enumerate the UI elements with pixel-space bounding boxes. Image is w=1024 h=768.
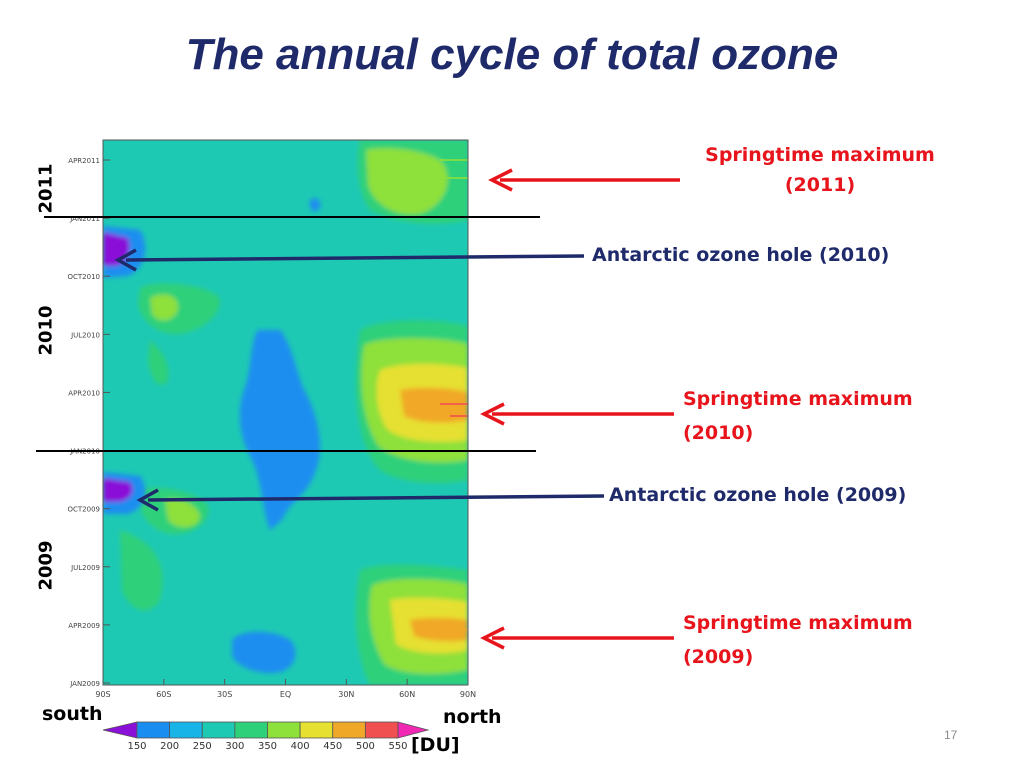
year-label-2009: 2009 xyxy=(35,540,57,591)
colorbar-segment xyxy=(364,721,399,739)
colorbar-segment xyxy=(267,721,301,739)
year-label-2011: 2011 xyxy=(35,163,57,214)
y-tick-label: APR2010 xyxy=(68,389,100,397)
label-unit: [DU] xyxy=(411,734,460,756)
annotation-spring-2011: Springtime maximum (2011) xyxy=(705,144,935,196)
colorbar-segment xyxy=(201,721,236,739)
y-tick-label: OCT2009 xyxy=(68,506,101,514)
annotation-spring-2009-line1: Springtime maximum xyxy=(683,612,913,634)
y-tick-label: JUL2010 xyxy=(70,331,100,339)
colorbar-label: 500 xyxy=(356,741,375,752)
colorbar-label: 550 xyxy=(388,741,407,752)
arrow-spring-2011 xyxy=(488,168,680,192)
arrow-hole-2010 xyxy=(114,248,585,272)
x-tick-label: 60N xyxy=(399,690,415,699)
annotation-hole-2010: Antarctic ozone hole (2010) xyxy=(592,244,890,266)
y-tick-label: APR2011 xyxy=(68,157,100,165)
colorbar-label: 400 xyxy=(291,741,310,752)
colorbar-high-cap xyxy=(397,721,430,739)
annotation-spring-2009-line2: (2009) xyxy=(683,646,754,668)
x-tick-label: 90S xyxy=(95,690,110,699)
year-label-2010: 2010 xyxy=(35,305,57,356)
colorbar-segment xyxy=(169,721,203,739)
colorbar-low-cap xyxy=(102,721,138,739)
y-tick-label: OCT2010 xyxy=(68,273,101,281)
colorbar: 150 200 250 300 350 400 450 500 550 xyxy=(102,721,430,752)
colorbar-label: 450 xyxy=(323,741,342,752)
annotation-spring-2010-line2: (2010) xyxy=(683,422,754,444)
annotation-spring-2010-line1: Springtime maximum xyxy=(683,388,913,410)
x-tick-label: 60S xyxy=(156,690,171,699)
colorbar-label: 250 xyxy=(193,741,212,752)
colorbar-label: 200 xyxy=(160,741,179,752)
heatmap-field xyxy=(103,140,468,685)
y-tick-label: JAN2011 xyxy=(69,215,100,223)
slide-title: The annual cycle of total ozone xyxy=(185,30,839,79)
arrow-spring-2010 xyxy=(480,402,674,426)
x-tick-label: 30N xyxy=(338,690,354,699)
arrow-hole-2009 xyxy=(136,488,605,512)
colorbar-segment xyxy=(299,721,334,739)
colorbar-label: 300 xyxy=(225,741,244,752)
label-south: south xyxy=(42,703,103,725)
arrow-spring-2009 xyxy=(480,626,674,650)
colorbar-label: 150 xyxy=(127,741,146,752)
colorbar-label: 350 xyxy=(258,741,277,752)
colorbar-segment xyxy=(234,721,268,739)
label-north: north xyxy=(443,706,502,728)
annotation-hole-2009: Antarctic ozone hole (2009) xyxy=(609,484,907,506)
colorbar-segment xyxy=(136,721,171,739)
x-tick-label: 90N xyxy=(460,690,476,699)
x-tick-label: 30S xyxy=(217,690,232,699)
page-number: 17 xyxy=(944,728,958,742)
x-tick-label: EQ xyxy=(280,690,291,699)
colorbar-segment xyxy=(332,721,366,739)
x-axis: 90S 60S 30S EQ 30N 60N 90N xyxy=(95,679,476,699)
y-tick-label: APR2009 xyxy=(68,622,100,630)
y-tick-label: JAN2009 xyxy=(69,680,100,688)
y-tick-label: JUL2009 xyxy=(70,564,100,572)
